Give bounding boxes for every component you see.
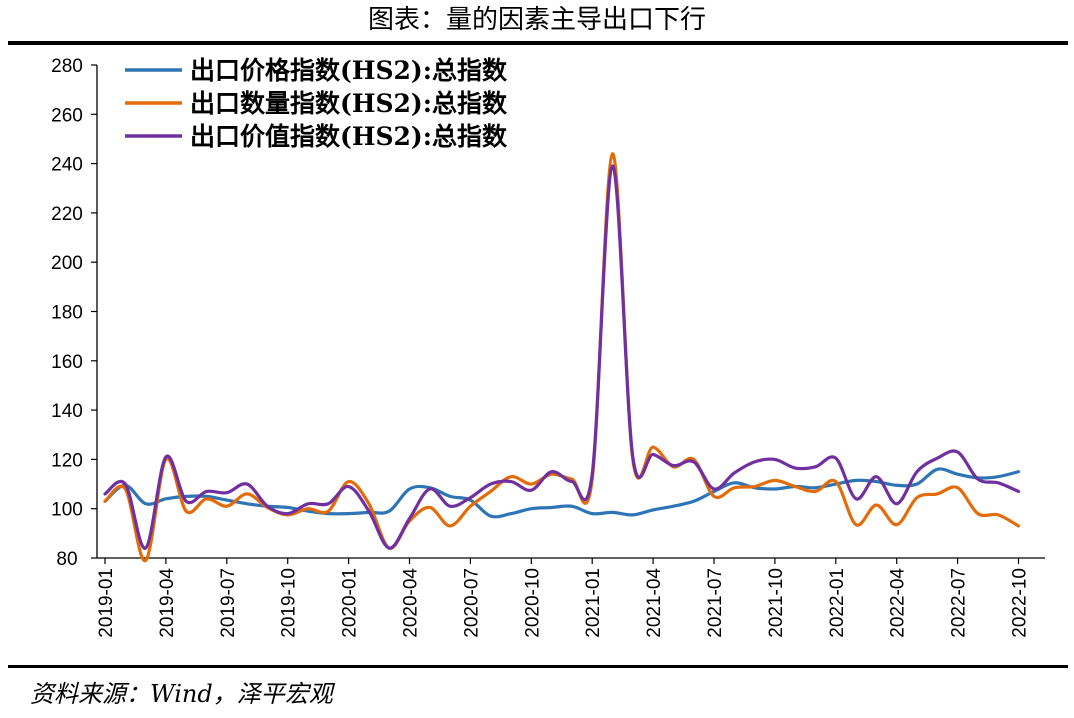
y-tick-label: 200 (51, 253, 83, 274)
legend-label-3: 出口价值指数(HS2):总指数 (190, 122, 508, 151)
y-tick-label: 160 (51, 352, 83, 373)
x-tick-label: 2021-10 (766, 568, 787, 638)
x-tick-label: 2019-04 (157, 568, 178, 638)
x-tick-label: 2022-01 (827, 568, 848, 638)
x-tick-label: 2020-07 (461, 568, 482, 638)
x-tick-label: 2020-04 (401, 568, 422, 638)
y-tick-label: 260 (51, 105, 83, 126)
x-tick-label: 2021-04 (644, 568, 665, 638)
x-tick-label: 2022-04 (888, 568, 909, 638)
x-tick-label: 2019-07 (218, 568, 239, 638)
series-line-2 (103, 152, 1021, 563)
legend: 出口价格指数(HS2):总指数出口数量指数(HS2):总指数出口价值指数(HS2… (125, 56, 508, 151)
series-line-1 (103, 467, 1021, 519)
x-tick-label: 2019-10 (279, 568, 300, 638)
series-layer (103, 152, 1021, 563)
x-tick-label: 2021-07 (705, 568, 726, 638)
x-tick-label: 2022-10 (1010, 568, 1031, 638)
axes: 80 100 120 140 160 180 200 220 240 260 280 2019-01 2… (51, 56, 1045, 638)
y-tick-label: 180 (51, 303, 83, 324)
y-tick-label: 120 (51, 450, 83, 471)
x-tick-label: 2020-01 (340, 568, 361, 638)
y-tick-label: 240 (51, 155, 83, 176)
source-note: 资料来源：Wind，泽平宏观 (30, 680, 333, 708)
x-tick-label: 2019-01 (96, 568, 117, 638)
chart-title: 图表：量的因素主导出口下行 (367, 5, 706, 35)
y-tick-label: 80 (56, 549, 77, 570)
legend-label-1: 出口价格指数(HS2):总指数 (190, 56, 508, 85)
series-line-3 (103, 164, 1021, 550)
top-rule (8, 41, 1068, 45)
x-tick-label: 2022-07 (949, 568, 970, 638)
y-tick-label: 140 (51, 401, 83, 422)
bottom-rule (8, 665, 1068, 668)
y-tick-label: 220 (51, 204, 83, 225)
x-tick-label: 2021-01 (583, 568, 604, 638)
legend-label-2: 出口数量指数(HS2):总指数 (190, 89, 508, 118)
line-chart: 80 100 120 140 160 180 200 220 240 260 280 2019-01 2… (51, 56, 1045, 638)
x-tick-label: 2020-10 (522, 568, 543, 638)
y-tick-label: 100 (51, 500, 83, 521)
y-tick-label: 280 (51, 56, 83, 77)
